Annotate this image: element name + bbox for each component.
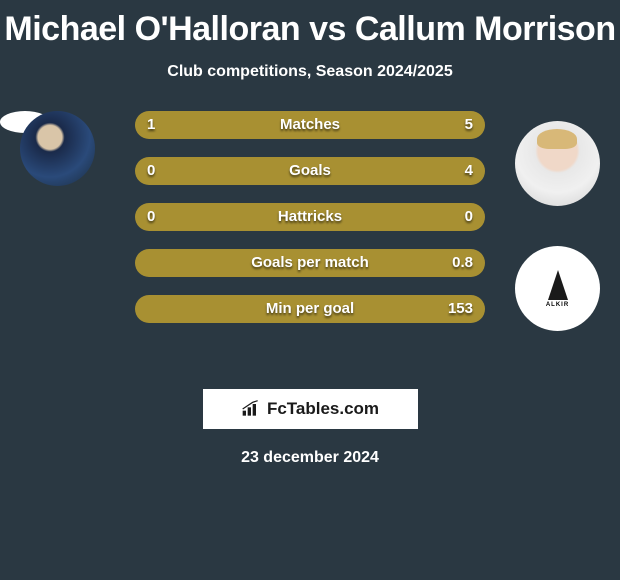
stat-row: Min per goal153 <box>135 295 485 323</box>
stat-value-right: 4 <box>465 157 473 185</box>
stat-row: Goals per match0.8 <box>135 249 485 277</box>
club-right-badge: ALKIR <box>515 246 600 331</box>
badge-steeple-icon <box>548 270 568 300</box>
stat-value-right: 153 <box>448 295 473 323</box>
player-left-avatar <box>20 111 95 186</box>
badge-text: ALKIR <box>546 302 569 308</box>
stat-bars: 1Matches50Goals40Hattricks0Goals per mat… <box>135 111 485 341</box>
stat-row: 0Hattricks0 <box>135 203 485 231</box>
stat-value-right: 0 <box>465 203 473 231</box>
logo-box: FcTables.com <box>203 389 418 429</box>
player-right-avatar <box>515 121 600 206</box>
stat-label: Goals per match <box>135 249 485 277</box>
stat-label: Matches <box>135 111 485 139</box>
fctables-chart-icon <box>241 400 261 418</box>
stat-value-right: 5 <box>465 111 473 139</box>
comparison-content: ALKIR 1Matches50Goals40Hattricks0Goals p… <box>0 111 620 371</box>
stat-value-right: 0.8 <box>452 249 473 277</box>
stat-label: Goals <box>135 157 485 185</box>
logo-text: FcTables.com <box>267 399 379 419</box>
stat-label: Hattricks <box>135 203 485 231</box>
subtitle: Club competitions, Season 2024/2025 <box>0 63 620 81</box>
stat-row: 1Matches5 <box>135 111 485 139</box>
page-title: Michael O'Halloran vs Callum Morrison <box>0 0 620 49</box>
stat-row: 0Goals4 <box>135 157 485 185</box>
stat-label: Min per goal <box>135 295 485 323</box>
date: 23 december 2024 <box>0 449 620 467</box>
